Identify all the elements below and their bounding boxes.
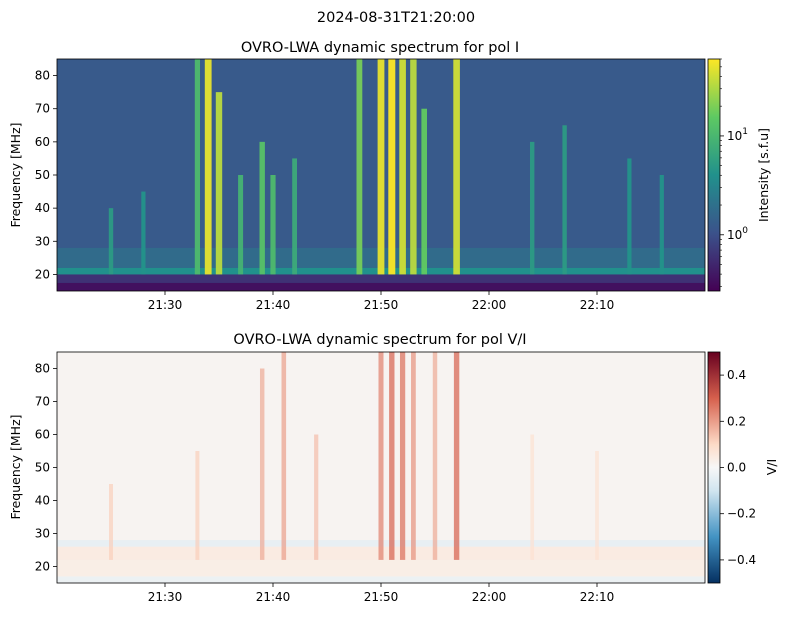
y-tick-label: 30 xyxy=(35,234,50,248)
x-tick-label: 22:00 xyxy=(472,298,507,312)
burst-mark xyxy=(141,191,146,275)
chart-title: OVRO-LWA dynamic spectrum for pol I xyxy=(241,40,519,56)
y-axis-label: Frequency [MHz] xyxy=(8,414,23,519)
x-tick-label: 21:50 xyxy=(364,298,399,312)
x-tick-label: 21:40 xyxy=(256,590,291,604)
burst-mark xyxy=(281,352,287,560)
figure-suptitle: 2024-08-31T21:20:00 xyxy=(317,10,475,26)
frequency-band xyxy=(57,274,705,283)
y-tick-label: 70 xyxy=(35,395,50,409)
burst-mark xyxy=(421,108,427,275)
burst-mark xyxy=(108,208,114,275)
y-tick-label: 50 xyxy=(35,461,50,475)
colorbar-gradient xyxy=(707,58,721,292)
colorbar: 0.4 0.2 0.0 −0.2 −0.4 xyxy=(707,351,756,584)
y-tick-label: 20 xyxy=(35,560,50,574)
burst-mark xyxy=(259,141,265,275)
burst-mark xyxy=(314,434,319,560)
panel-pol-vi: OVRO-LWA dynamic spectrum for pol V/I Fr… xyxy=(8,332,779,604)
burst-mark xyxy=(530,434,535,560)
burst-mark xyxy=(453,352,460,560)
burst-mark xyxy=(411,352,416,560)
x-tick-label: 22:10 xyxy=(580,590,615,604)
heatmap-area xyxy=(57,352,705,583)
y-tick-label: 60 xyxy=(35,135,50,149)
y-tick-label: 40 xyxy=(35,494,50,508)
colorbar-tick-label: 100 xyxy=(727,226,748,242)
burst-mark xyxy=(270,175,276,275)
burst-mark xyxy=(562,125,567,275)
x-tick-label: 22:00 xyxy=(472,590,507,604)
burst-mark xyxy=(378,352,384,560)
burst-mark xyxy=(109,484,113,560)
burst-mark xyxy=(595,451,599,560)
burst-mark xyxy=(195,451,200,560)
burst-mark xyxy=(432,352,438,560)
burst-mark xyxy=(204,59,212,275)
colorbar-label: Intensity [s.f.u] xyxy=(756,128,771,222)
colorbar: 100 101 xyxy=(707,58,748,292)
burst-mark xyxy=(238,175,244,275)
x-tick-label: 21:40 xyxy=(256,298,291,312)
y-tick-label: 50 xyxy=(35,168,50,182)
burst-mark xyxy=(530,141,535,275)
y-axis-label: Frequency [MHz] xyxy=(8,122,23,227)
burst-mark xyxy=(292,158,297,275)
x-tick-label: 22:10 xyxy=(580,298,615,312)
frequency-band xyxy=(57,576,705,583)
y-tick-label: 40 xyxy=(35,201,50,215)
chart-title: OVRO-LWA dynamic spectrum for pol V/I xyxy=(233,332,526,348)
y-tick-label: 60 xyxy=(35,428,50,442)
burst-mark xyxy=(259,368,265,560)
burst-mark xyxy=(356,59,363,275)
frequency-band xyxy=(57,282,705,291)
y-tick-label: 20 xyxy=(35,267,50,281)
heatmap-area xyxy=(57,59,705,291)
colorbar-tick-label: 101 xyxy=(727,127,748,143)
burst-mark xyxy=(194,59,200,275)
colorbar-tick-label: 0.4 xyxy=(727,368,746,382)
y-tick-label: 70 xyxy=(35,102,50,116)
colorbar-tick-label: −0.2 xyxy=(727,507,756,521)
x-tick-label: 21:30 xyxy=(148,298,183,312)
y-tick-label: 30 xyxy=(35,527,50,541)
burst-mark xyxy=(659,175,664,275)
burst-mark xyxy=(388,59,396,275)
axes: 21:30 21:40 21:50 22:00 22:10 20 30 40 50 60 70 80 xyxy=(35,58,706,312)
axes: 21:30 21:40 21:50 22:00 22:10 20 30 40 50 60 70 80 xyxy=(35,351,706,604)
colorbar-label: V/I xyxy=(764,459,779,475)
burst-mark xyxy=(410,59,417,275)
burst-mark xyxy=(377,59,385,275)
colorbar-tick-label: −0.4 xyxy=(727,553,756,567)
burst-mark xyxy=(453,59,460,275)
colorbar-gradient xyxy=(707,351,721,584)
frequency-band xyxy=(57,559,705,577)
x-tick-label: 21:50 xyxy=(364,590,399,604)
colorbar-tick-label: 0.0 xyxy=(727,461,746,475)
burst-mark xyxy=(399,352,406,560)
y-tick-label: 80 xyxy=(35,69,50,83)
burst-mark xyxy=(215,92,223,275)
colorbar-tick-label: 0.2 xyxy=(727,414,746,428)
burst-mark xyxy=(389,352,395,560)
burst-mark xyxy=(627,158,632,275)
x-tick-label: 21:30 xyxy=(148,590,183,604)
burst-mark xyxy=(399,59,406,275)
panel-pol-i: OVRO-LWA dynamic spectrum for pol I Freq… xyxy=(8,40,771,312)
y-tick-label: 80 xyxy=(35,362,50,376)
